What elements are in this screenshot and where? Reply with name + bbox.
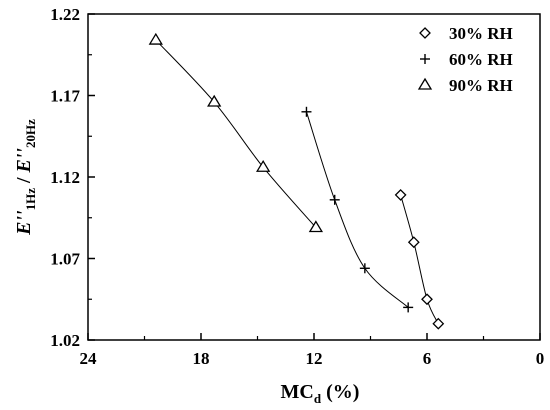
y-tick-label: 1.22 [50,5,80,24]
legend-item: 60% RH [420,50,513,69]
data-point-triangle [419,79,431,89]
data-point-diamond [422,294,432,304]
x-axis: 24 18 12 6 0 [80,333,545,368]
series-line [306,112,408,308]
data-point-plus [403,302,413,312]
data-point-triangle [150,34,162,44]
x-axis-label: MCd (%) [281,381,360,406]
y-tick-label: 1.07 [50,250,80,269]
y-tick-label: 1.02 [50,331,80,350]
legend-item: 30% RH [420,24,513,43]
legend-label: 60% RH [449,50,513,69]
y-axis-label-denominator-subscript: 20Hz [23,119,38,148]
legend-label: 90% RH [449,76,513,95]
legend-item: 90% RH [419,76,513,95]
x-tick-label: 12 [306,349,323,368]
x-tick-label: 6 [423,349,432,368]
data-point-plus [420,54,430,64]
x-axis-label-main: MC [281,381,314,403]
y-axis-label-numerator: E'' [13,210,35,236]
y-tick-label: 1.17 [50,87,80,106]
y-axis-label-denominator: E'' [13,148,35,174]
legend: 30% RH 60% RH 90% RH [419,24,513,95]
x-tick-label: 24 [80,349,98,368]
data-point-plus [330,195,340,205]
series-line [401,195,439,324]
data-point-diamond [433,319,443,329]
legend-label: 30% RH [449,24,513,43]
data-point-diamond [409,237,419,247]
y-axis-label-numerator-subscript: 1Hz [23,188,38,211]
data-point-plus [360,263,370,273]
series-line [156,40,316,227]
x-tick-label: 18 [193,349,210,368]
x-tick-label: 0 [536,349,545,368]
x-axis-label-unit: (%) [321,381,359,403]
data-point-diamond [396,190,406,200]
series-diamond [396,190,444,329]
data-point-triangle [257,161,269,171]
series-layer [150,34,444,329]
series-plus [301,107,413,313]
y-axis-label-slash: / [13,172,35,188]
y-axis-label: E''1Hz / E''20Hz [13,119,38,236]
y-tick-label: 1.12 [50,168,80,187]
data-point-diamond [420,28,430,38]
series-triangle [150,34,322,231]
data-point-plus [301,107,311,117]
